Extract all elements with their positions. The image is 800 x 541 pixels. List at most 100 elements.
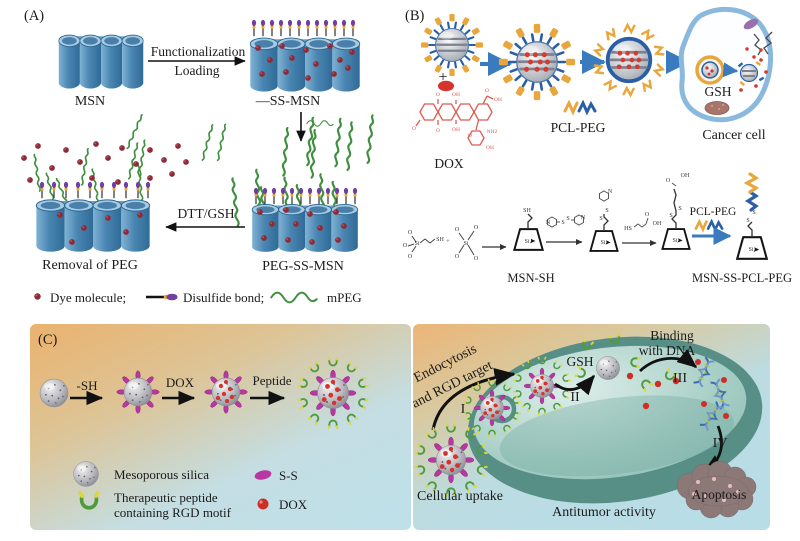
panel-b-tag: (B): [405, 8, 425, 24]
legend-dox-highlight: [259, 500, 263, 504]
panel-c-svg: (C) -SH DOX Peptide Mesoporous silica Th…: [30, 324, 770, 530]
numeral-iv: IV: [713, 436, 728, 451]
si-label-3: Si: [672, 238, 677, 244]
binding-label-1: Binding: [650, 328, 694, 343]
si-label-4: Si: [748, 247, 753, 253]
spiked-sphere-icon: [123, 377, 153, 407]
atom: OH: [452, 127, 460, 133]
cancer-cell-icon: [678, 6, 774, 123]
ss-stem-2: [603, 214, 609, 230]
bond: [671, 182, 677, 187]
dtt-gsh-label: DTT/GSH: [178, 206, 235, 221]
gsh-label-c: GSH: [566, 354, 593, 369]
dox-label: DOX: [434, 156, 463, 171]
panel-b-svg: (B) + O OH O OH O OH O O NH2 OH DOX PCL-…: [403, 6, 792, 285]
released-pegs: [32, 113, 228, 214]
ss-chain-3: [671, 188, 677, 228]
legend-dox-label: DOX: [279, 497, 308, 512]
loading-label: Loading: [175, 63, 220, 78]
released-dye-dots: [21, 141, 189, 185]
removal-block-icon: [21, 113, 228, 253]
sh-label: SH: [523, 208, 531, 214]
ssmsn-stems: [251, 19, 356, 37]
released-dox-dots: [626, 372, 680, 410]
atom: N: [608, 189, 613, 195]
dye-legend-icon: [34, 293, 41, 300]
panel-c: (C) -SH DOX Peptide Mesoporous silica Th…: [30, 324, 770, 535]
stripped-sphere-icon: [596, 356, 620, 380]
nanoparticle-loaded-icon: [498, 23, 576, 101]
atom: O: [468, 133, 472, 139]
release-arrow: [722, 62, 739, 78]
msn-sh-label: MSN-SH: [507, 271, 554, 285]
gsh-label-b: GSH: [704, 84, 731, 99]
atom: O: [436, 92, 440, 98]
dox-step-label: DOX: [166, 375, 195, 390]
atom: S: [678, 206, 681, 212]
atom: OH: [681, 173, 690, 179]
atom: OH: [653, 221, 662, 227]
atom: O: [645, 212, 650, 218]
numeral-iii: III: [673, 371, 687, 386]
dna-scribble-icon: [753, 31, 773, 56]
atom: O: [474, 256, 479, 262]
sh-step-label: -SH: [77, 378, 98, 393]
peg-zigzag: [743, 172, 760, 194]
released-particle-icon: [737, 58, 768, 92]
si-label-1: Si: [524, 239, 529, 245]
ss-chain-4: [747, 221, 753, 236]
uptake-arrow: [431, 367, 516, 431]
pegssmsn-label: PEG-SS-MSN: [262, 259, 344, 274]
atom: Si: [463, 241, 468, 247]
ssmsn-block-icon: [249, 19, 361, 92]
atom: O: [412, 126, 416, 132]
organelle-icon: [743, 18, 759, 30]
pcl-peg-bottom-label: PCL-PEG: [690, 206, 737, 218]
mpeg-legend-icon: [270, 291, 318, 304]
product-label: MSN-SS-PCL-PEG: [692, 271, 792, 285]
atom: S: [599, 216, 602, 222]
pegssmsn-stems: [253, 187, 358, 205]
legend-peptide-label-2: containing RGD motif: [114, 505, 232, 520]
nanoparticle-empty-icon: [420, 13, 484, 77]
pcl-peg-squiggle-small: [694, 220, 724, 231]
atom: S: [752, 210, 755, 216]
panel-b: (B) + O OH O OH O OH O O NH2 OH DOX PCL-…: [400, 0, 800, 305]
pyridine-ring: [599, 190, 609, 202]
dna-complex-icon: [692, 356, 731, 432]
panel-a-legend: Dye molecule; Disulfide bond; mPEG: [34, 290, 362, 305]
atom: Si: [414, 241, 419, 247]
atom: O: [485, 88, 489, 94]
si-label-2: Si: [600, 240, 605, 246]
dye-legend-label: Dye molecule;: [50, 290, 126, 305]
dox-structure-icon: [415, 95, 494, 146]
cellular-uptake-label: Cellular uptake: [417, 489, 503, 504]
peptide-step-label: Peptide: [253, 373, 292, 388]
disulfide-legend-label: Disulfide bond;: [183, 290, 264, 305]
atom: O: [474, 225, 479, 231]
atom: S: [561, 220, 564, 226]
pegssmsn-block-icon: [230, 114, 375, 253]
atom: O: [455, 227, 460, 233]
binding-label-2: with DNA: [639, 343, 696, 358]
plus-sign: +: [438, 69, 447, 86]
silica-sphere-icon: [39, 378, 69, 408]
atom: N: [546, 220, 551, 226]
endosome-icon: [695, 55, 725, 85]
atom: S: [605, 208, 608, 214]
legend-dox-icon: [257, 498, 269, 510]
atom: N: [581, 215, 586, 221]
panel-a-svg: (A) MSN Functionalization Loading —SS-MS…: [21, 8, 375, 305]
atom: HS: [624, 226, 632, 232]
dox-structure-atoms: O OH O OH O OH O O NH2 OH: [412, 88, 502, 151]
atom: O: [408, 230, 413, 236]
atom: O: [408, 254, 413, 260]
mercaptoacid-reagent: HS O OH: [624, 212, 662, 232]
pcl-zigzag: [744, 190, 759, 212]
msn-block-icon: [58, 34, 144, 89]
panel-c-left-bg: [30, 324, 411, 530]
atom: +: [446, 239, 450, 245]
functionalization-label: Functionalization: [151, 44, 246, 59]
silane-atoms: O O O Si SH + O O Si O O: [403, 225, 479, 262]
pcl-peg-top-label: PCL-PEG: [551, 120, 606, 135]
